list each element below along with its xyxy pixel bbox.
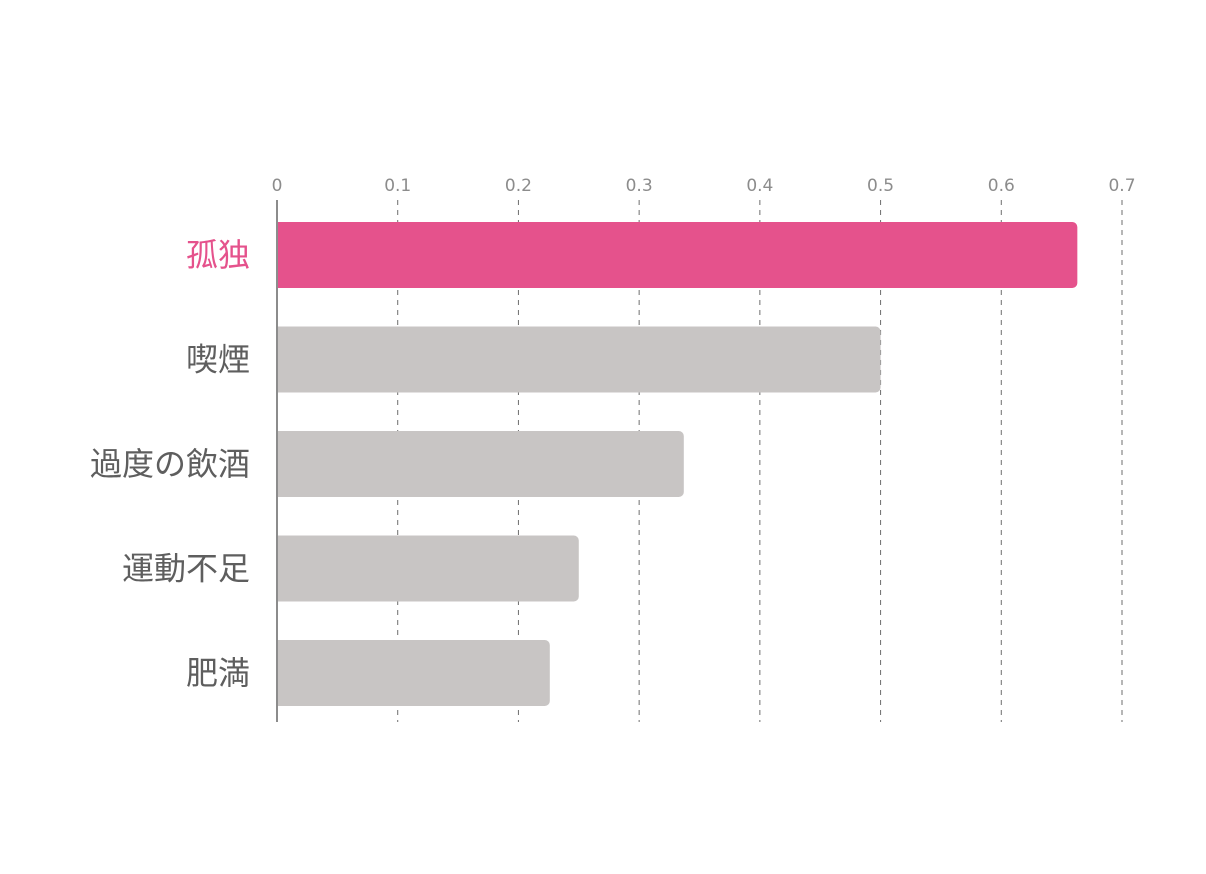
bar-1 <box>277 326 881 393</box>
x-tick-label: 0.7 <box>1108 176 1135 196</box>
bar-1-base <box>277 326 285 393</box>
category-label: 喫煙 <box>186 341 250 379</box>
bar-0-base <box>277 222 285 288</box>
category-label: 孤独 <box>186 236 250 274</box>
x-tick-label: 0.6 <box>988 176 1015 196</box>
category-label: 運動不足 <box>122 550 250 588</box>
bar-2-base <box>277 431 285 497</box>
bar-4 <box>277 640 550 706</box>
bar-4-base <box>277 640 285 706</box>
category-label: 肥満 <box>186 654 250 692</box>
x-tick-label: 0.1 <box>384 176 411 196</box>
x-tick-label: 0.2 <box>505 176 532 196</box>
bars <box>277 222 1078 706</box>
x-tick-label: 0.3 <box>626 176 653 196</box>
x-tick-label: 0.4 <box>746 176 773 196</box>
x-tick-label: 0 <box>272 176 283 196</box>
bar-0 <box>277 222 1078 288</box>
bar-3-base <box>277 535 285 602</box>
bar-2 <box>277 431 684 497</box>
bar-3 <box>277 535 579 602</box>
category-label: 過度の飲酒 <box>90 445 250 483</box>
x-axis-ticks: 0 0.1 0.2 0.3 0.4 0.5 0.6 0.7 <box>272 176 1136 196</box>
x-tick-label: 0.5 <box>867 176 894 196</box>
